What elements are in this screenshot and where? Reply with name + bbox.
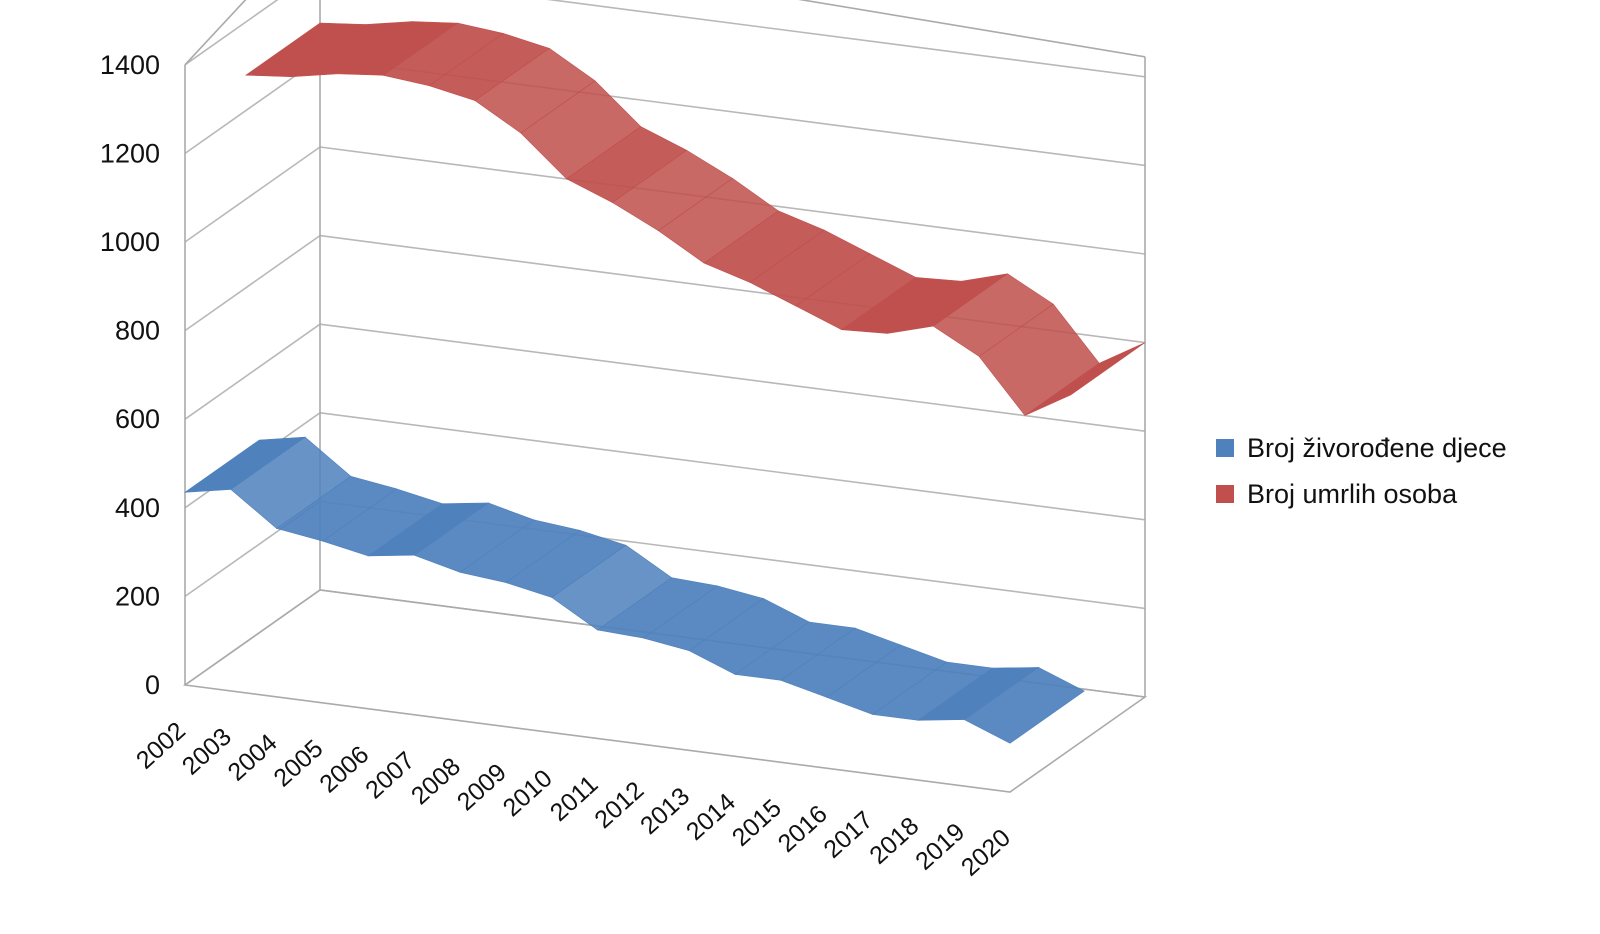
y-tick-label-2: 400 <box>115 493 160 523</box>
legend: Broj živorođene djece Broj umrlih osoba <box>1216 425 1507 517</box>
y-tick-label-7: 1400 <box>100 50 160 80</box>
legend-item-0: Broj živorođene djece <box>1216 425 1507 471</box>
y-tick-label-6: 1200 <box>100 138 160 168</box>
gridline-back-7 <box>546 0 1146 78</box>
gridline-back-3 <box>319 323 1146 432</box>
frame-top-back-edge <box>798 0 1146 58</box>
gridline-left-5 <box>184 146 321 243</box>
gridline-back-2 <box>319 412 1146 521</box>
frame-top-left-edge <box>184 0 247 66</box>
y-tick-label-3: 600 <box>115 404 160 434</box>
series-0 <box>183 436 1085 744</box>
y-tick-label-1: 200 <box>115 581 160 611</box>
legend-item-1: Broj umrlih osoba <box>1216 471 1507 517</box>
ribbon-segment-0-17 <box>963 667 1085 744</box>
x-tick-label-8: 2010 <box>498 764 558 822</box>
y-tick-label-4: 800 <box>115 316 160 346</box>
ribbon-segment-1-17 <box>1024 342 1146 416</box>
gridline-left-3 <box>184 323 321 420</box>
legend-swatch-1 <box>1216 485 1234 503</box>
legend-swatch-0 <box>1216 439 1234 457</box>
legend-label-1: Broj umrlih osoba <box>1247 478 1458 509</box>
y-tick-label-0: 0 <box>145 670 160 700</box>
series-1 <box>244 21 1146 416</box>
gridline-left-4 <box>184 234 321 332</box>
y-tick-label-5: 1000 <box>100 227 160 257</box>
chart-series <box>183 21 1146 744</box>
chart-floor <box>182 589 1148 793</box>
x-tick-label-18: 2020 <box>956 824 1016 882</box>
legend-label-0: Broj živorođene djece <box>1247 432 1507 463</box>
gridline-left-7 <box>184 0 279 66</box>
